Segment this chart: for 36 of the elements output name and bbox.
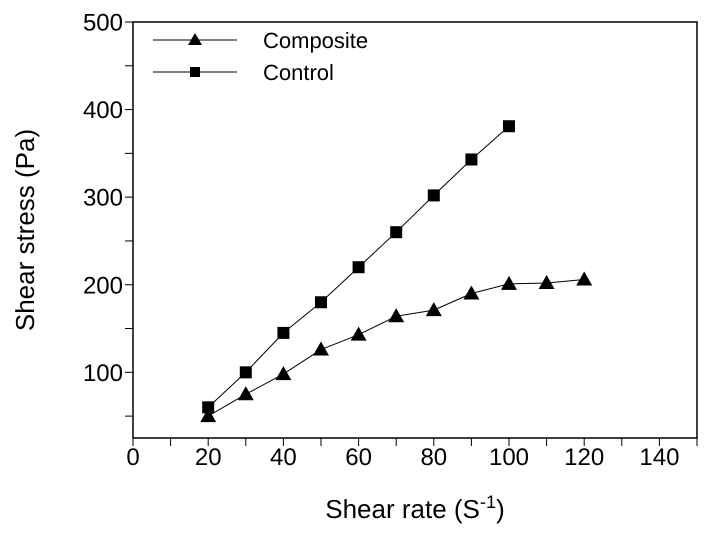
point bbox=[350, 326, 367, 341]
point bbox=[501, 276, 517, 290]
point bbox=[275, 366, 292, 380]
y-tick-label: 200 bbox=[82, 272, 123, 300]
point bbox=[426, 302, 442, 316]
y-tick-label: 400 bbox=[82, 97, 123, 124]
point bbox=[315, 296, 327, 308]
legend-label: Control bbox=[263, 60, 334, 85]
x-tick-label: 120 bbox=[564, 444, 604, 472]
x-axis-title: Shear rate (S$^{-1}$) bbox=[325, 492, 505, 524]
y-tick-label: 300 bbox=[82, 184, 123, 212]
point bbox=[277, 326, 290, 339]
x-tick-label: 140 bbox=[639, 444, 680, 472]
y-axis-title: Shear stress (Pa) bbox=[10, 128, 40, 332]
point bbox=[388, 308, 404, 322]
point bbox=[240, 366, 252, 378]
point bbox=[390, 226, 402, 238]
point bbox=[313, 342, 329, 356]
legend-label: Composite bbox=[263, 28, 368, 53]
x-tick-label: 100 bbox=[488, 444, 530, 472]
x-tick-label: 20 bbox=[194, 444, 222, 472]
x-tick-label: 60 bbox=[345, 444, 372, 472]
point bbox=[576, 271, 592, 286]
point bbox=[465, 154, 478, 166]
point bbox=[463, 285, 480, 300]
point bbox=[238, 386, 254, 400]
point bbox=[428, 189, 440, 202]
x-tick-label: 80 bbox=[420, 444, 448, 472]
x-tick-label: 40 bbox=[270, 444, 297, 472]
y-tick-label: 500 bbox=[82, 10, 123, 37]
point bbox=[538, 274, 555, 289]
y-tick-label: 100 bbox=[82, 360, 123, 387]
point bbox=[352, 261, 365, 274]
point bbox=[503, 120, 515, 132]
x-tick-label: 0 bbox=[126, 444, 140, 472]
point bbox=[202, 401, 214, 414]
